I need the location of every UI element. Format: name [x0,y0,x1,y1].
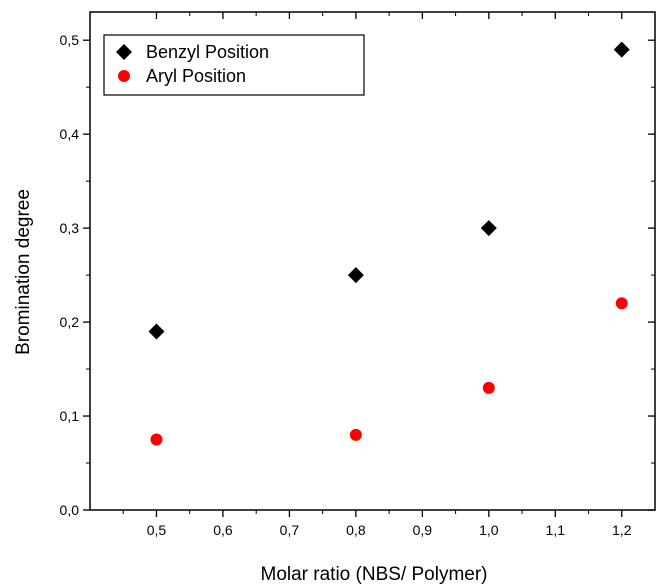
axis-ticks [83,12,655,517]
y-tick-label: 0,0 [60,502,80,518]
legend: Benzyl Position Aryl Position [103,34,365,96]
y-axis-label: Bromination degree [13,189,34,355]
x-tick-label: 0,9 [413,522,433,538]
y-tick-label: 0,5 [60,32,80,48]
x-tick-label: 0,7 [280,522,300,538]
x-tick-label: 1,2 [612,522,632,538]
x-tick-label: 0,5 [147,522,167,538]
tick-labels: 0,5 0,6 0,7 0,8 0,9 1,0 1,1 1,2 0,0 0,1 0,2 0,3 0,4 0… [60,32,632,538]
x-tick-label: 0,6 [213,522,233,538]
legend-label: Aryl Position [146,66,246,86]
y-tick-label: 0,3 [60,220,80,236]
data-point [482,381,495,394]
x-tick-label: 0,8 [346,522,366,538]
data-point [480,220,497,237]
x-tick-label: 1,0 [479,522,499,538]
series-diamond [148,41,630,340]
data-point [148,323,165,340]
legend-marker [118,70,130,82]
y-tick-label: 0,4 [60,126,80,142]
data-point [615,297,628,310]
data-point [349,428,362,441]
data-point [613,41,630,58]
y-tick-label: 0,1 [60,408,80,424]
data-point [150,433,163,446]
series-layer [148,41,630,446]
x-axis-label: Molar ratio (NBS/ Polymer) [261,564,488,585]
legend-marker [116,44,132,60]
data-point [347,267,364,284]
plot-border [89,11,656,511]
plot-frame [89,11,656,511]
y-tick-label: 0,2 [60,314,80,330]
series-circle [150,297,628,446]
legend-box [103,34,365,96]
x-tick-label: 1,1 [546,522,566,538]
legend-label: Benzyl Position [146,42,269,62]
